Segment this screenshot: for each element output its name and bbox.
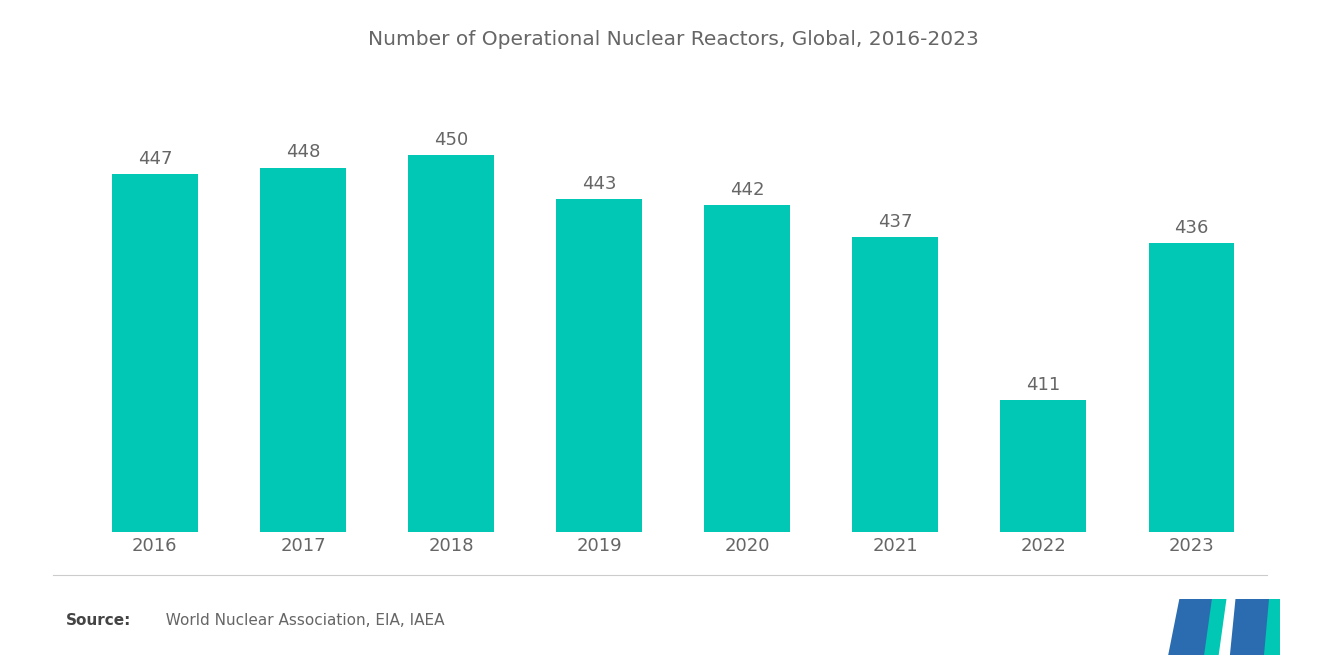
Text: 436: 436	[1175, 219, 1209, 237]
Bar	[853, 237, 939, 532]
Text: 450: 450	[434, 131, 469, 149]
Bar	[408, 155, 494, 532]
Polygon shape	[1263, 598, 1280, 655]
Text: 411: 411	[1027, 376, 1060, 394]
Text: 437: 437	[878, 213, 912, 231]
Text: 448: 448	[285, 144, 321, 162]
Polygon shape	[1230, 598, 1275, 655]
Text: 447: 447	[137, 150, 172, 168]
Bar	[112, 174, 198, 532]
Text: 443: 443	[582, 175, 616, 193]
Bar	[1001, 400, 1086, 532]
Text: Source:: Source:	[66, 613, 132, 628]
Text: 442: 442	[730, 181, 764, 199]
Polygon shape	[1204, 598, 1226, 655]
Polygon shape	[1168, 598, 1218, 655]
Bar	[556, 199, 642, 532]
Text: World Nuclear Association, EIA, IAEA: World Nuclear Association, EIA, IAEA	[156, 613, 445, 628]
Title: Number of Operational Nuclear Reactors, Global, 2016-2023: Number of Operational Nuclear Reactors, …	[368, 30, 978, 49]
Bar	[260, 168, 346, 532]
Bar	[1148, 243, 1234, 532]
Bar	[705, 205, 791, 532]
